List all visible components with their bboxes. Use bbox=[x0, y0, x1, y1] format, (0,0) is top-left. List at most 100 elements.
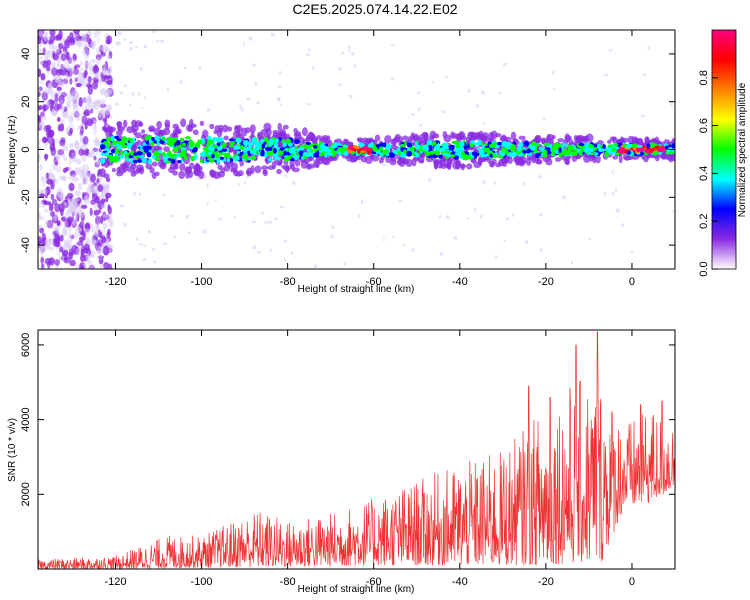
spectrogram-band-cell bbox=[100, 158, 106, 164]
spectrogram-noise-cell bbox=[38, 30, 45, 35]
spectrogram-noise-cell bbox=[87, 76, 92, 84]
spectrogram-noise-cell bbox=[48, 246, 55, 251]
spectrogram-noise-cell bbox=[91, 42, 95, 50]
spectrogram-band-cell bbox=[311, 133, 316, 139]
spectrogram-noise-cell bbox=[117, 41, 121, 46]
spectrogram-noise-cell bbox=[43, 31, 49, 42]
spectrogram-noise-cell bbox=[91, 184, 99, 194]
spectrogram-x-tick-label: -20 bbox=[538, 276, 554, 288]
spectrogram-noise-cell bbox=[85, 47, 90, 56]
spectrogram-noise-cell bbox=[38, 138, 42, 144]
spectrogram-noise-cell bbox=[187, 231, 191, 234]
spectrogram-band-cell bbox=[389, 152, 396, 158]
spectrogram-band-cell bbox=[562, 142, 567, 147]
spectrogram-noise-cell bbox=[307, 103, 311, 106]
spectrogram-noise-cell bbox=[90, 173, 96, 183]
spectrogram-band-cell bbox=[271, 160, 277, 170]
spectrogram-noise-cell bbox=[206, 183, 209, 188]
spectrogram-noise-cell bbox=[58, 81, 66, 87]
spectrogram-y-tick-label: -40 bbox=[20, 237, 32, 253]
spectrogram-band-cell bbox=[306, 144, 312, 148]
spectrogram-band-cell bbox=[249, 124, 256, 134]
spectrogram-band-cell bbox=[573, 134, 578, 142]
spectrogram-band-cell bbox=[543, 142, 550, 147]
spectrogram-noise-cell bbox=[143, 244, 146, 247]
spectrogram-noise-cell bbox=[152, 30, 156, 34]
spectrogram-noise-cell bbox=[67, 239, 73, 250]
spectrogram-noise-cell bbox=[105, 192, 112, 199]
spectrogram-band-cell bbox=[593, 146, 598, 151]
spectrogram-band-cell bbox=[298, 150, 304, 156]
spectrogram-noise-cell bbox=[61, 144, 69, 152]
spectrogram-noise-cell bbox=[49, 142, 56, 152]
spectrogram-noise-cell bbox=[402, 243, 407, 246]
spectrogram-noise-cell bbox=[56, 103, 63, 110]
spectrogram-band-cell bbox=[564, 133, 571, 143]
spectrogram-band-cell bbox=[273, 148, 277, 154]
spectrogram-noise-cell bbox=[503, 62, 507, 67]
spectrogram-band-cell bbox=[136, 139, 142, 147]
spectrogram-band-cell bbox=[268, 147, 273, 151]
spectrogram-noise-cell bbox=[431, 80, 434, 84]
spectrogram-band-cell bbox=[151, 161, 158, 167]
spectrogram-noise-cell bbox=[358, 160, 363, 164]
spectrogram-noise-cell bbox=[71, 244, 79, 255]
spectrogram-band-cell bbox=[199, 120, 205, 126]
spectrogram-band-cell bbox=[228, 138, 235, 142]
spectrogram-x-axis-label: Height of straight line (km) bbox=[298, 284, 415, 295]
spectrogram-noise-cell bbox=[314, 264, 318, 269]
spectrogram-noise-cell bbox=[52, 44, 60, 54]
spectrogram-band-cell bbox=[594, 152, 599, 156]
spectrogram-band-cell bbox=[361, 137, 369, 143]
spectrogram-noise-cell bbox=[360, 200, 364, 204]
spectrogram-noise-cell bbox=[103, 118, 108, 126]
snr-y-axis-label: SNR (10 * v/v) bbox=[7, 418, 18, 482]
spectrogram-noise-cell bbox=[74, 209, 79, 220]
spectrogram-noise-cell bbox=[604, 74, 608, 77]
spectrogram-noise-cell bbox=[123, 84, 128, 87]
spectrogram-band-cell bbox=[190, 155, 196, 162]
spectrogram-noise-cell bbox=[152, 260, 157, 263]
spectrogram-noise-cell bbox=[48, 203, 54, 212]
spectrogram-noise-cell bbox=[97, 184, 104, 192]
spectrogram-noise-cell bbox=[553, 88, 556, 91]
spectrogram-noise-cell bbox=[411, 113, 415, 116]
spectrogram-band-cell bbox=[428, 144, 433, 149]
spectrogram-noise-cell bbox=[93, 100, 100, 111]
spectrogram-band-cell bbox=[557, 138, 565, 143]
spectrogram-noise-cell bbox=[71, 66, 75, 73]
snr-panel: -120 -100 -80 -60 -40 -20 0 2000 4000 6000 Height… bbox=[7, 329, 676, 595]
spectrogram-noise-cell bbox=[77, 38, 83, 49]
spectrogram-noise-cell bbox=[101, 44, 109, 53]
spectrogram-band-cell bbox=[530, 147, 536, 151]
spectrogram-band-cell bbox=[631, 143, 638, 148]
spectrogram-noise-cell bbox=[65, 100, 71, 110]
spectrogram-band-cell bbox=[313, 152, 320, 158]
spectrogram-band-cell bbox=[646, 143, 651, 149]
spectrogram-band-cell bbox=[300, 159, 309, 169]
spectrogram-band-cell bbox=[199, 159, 204, 163]
spectrogram-band-cell bbox=[230, 167, 235, 173]
spectrogram-noise-cell bbox=[47, 129, 54, 138]
spectrogram-noise-cell bbox=[80, 254, 86, 262]
spectrogram-band-cell bbox=[657, 146, 663, 153]
spectrogram-noise-cell bbox=[50, 211, 55, 217]
spectrogram-band-cell bbox=[501, 151, 506, 157]
spectrogram-band-cell bbox=[207, 151, 213, 155]
spectrogram-band-cell bbox=[226, 126, 233, 132]
spectrogram-noise-cell bbox=[69, 36, 75, 43]
spectrogram-noise-cell bbox=[140, 106, 144, 109]
spectrogram-band-cell bbox=[608, 144, 613, 148]
spectrogram-noise-cell bbox=[243, 181, 247, 185]
spectrogram-noise-cell bbox=[640, 114, 645, 118]
spectrogram-noise-cell bbox=[647, 46, 651, 51]
spectrogram-band-cell bbox=[540, 148, 545, 152]
spectrogram-x-tick-label: -120 bbox=[104, 276, 126, 288]
spectrogram-band-cell bbox=[433, 145, 440, 151]
spectrogram-band-cell bbox=[645, 149, 652, 154]
spectrogram-band-cell bbox=[245, 127, 251, 134]
spectrogram-band-cell bbox=[146, 152, 152, 158]
spectrogram-noise-cell bbox=[61, 175, 67, 181]
spectrogram-noise-cell bbox=[601, 140, 606, 144]
spectrogram-noise-cell bbox=[98, 109, 103, 119]
